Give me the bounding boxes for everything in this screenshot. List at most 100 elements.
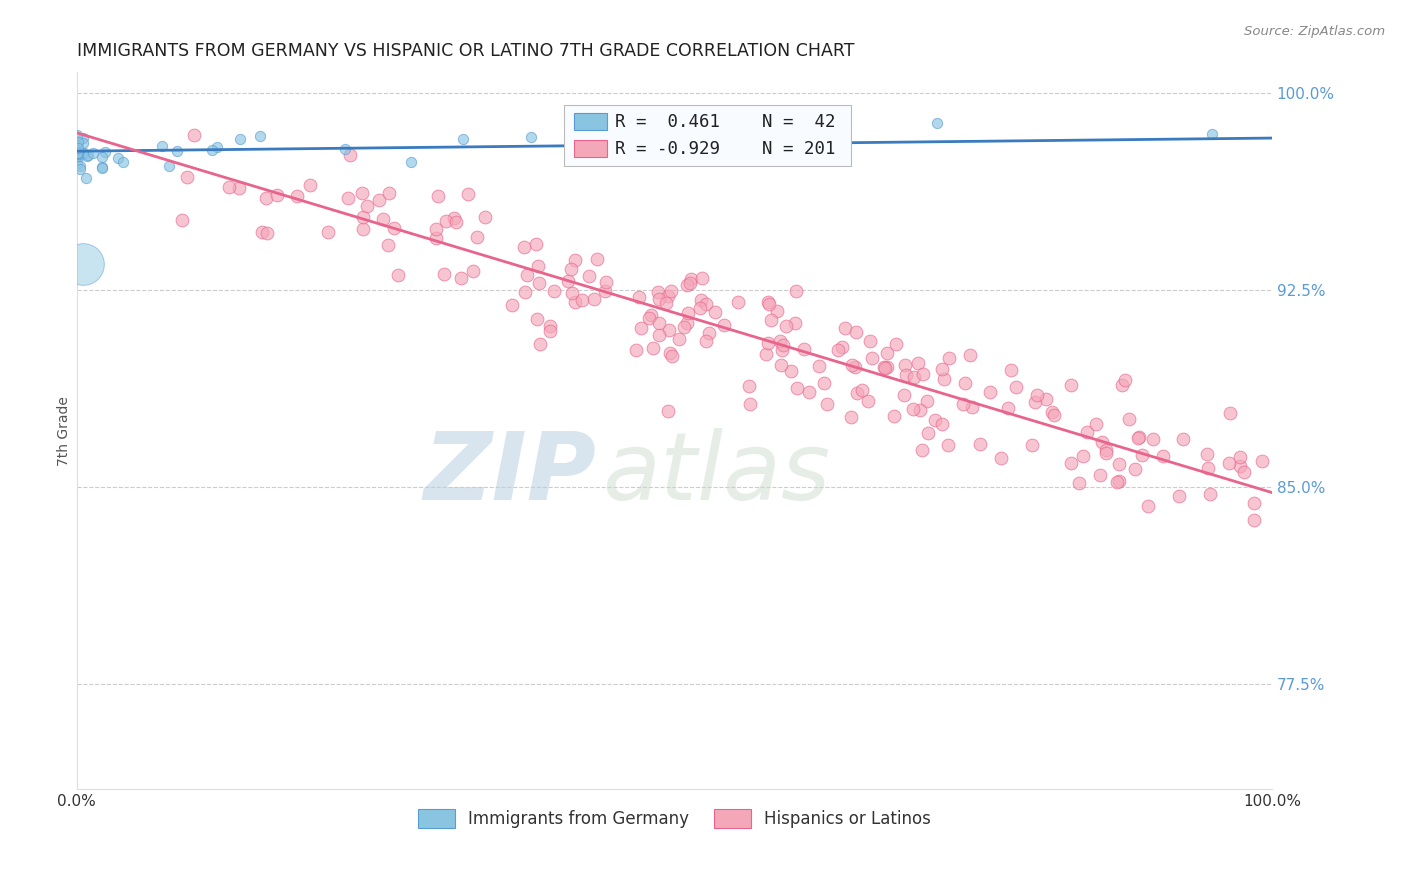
Point <box>690 270 713 285</box>
Point <box>755 347 778 361</box>
Point <box>738 378 761 392</box>
Point <box>659 284 682 298</box>
Point <box>770 343 793 357</box>
Point <box>676 316 699 330</box>
Point <box>873 361 896 376</box>
Point <box>73 146 96 161</box>
Point <box>67 146 90 161</box>
Point <box>378 186 401 201</box>
Point <box>1040 405 1063 419</box>
Point <box>527 259 550 273</box>
Point <box>560 262 582 277</box>
Point <box>595 275 617 289</box>
Point <box>1105 475 1128 490</box>
Point <box>1084 417 1107 431</box>
Point <box>70 146 93 161</box>
Text: IMMIGRANTS FROM GERMANY VS HISPANIC OR LATINO 7TH GRADE CORRELATION CHART: IMMIGRANTS FROM GERMANY VS HISPANIC OR L… <box>77 42 855 60</box>
Point <box>318 225 340 239</box>
Point <box>526 311 548 326</box>
Point <box>1218 456 1240 470</box>
Point <box>66 138 89 153</box>
Point <box>780 364 803 378</box>
Legend: Immigrants from Germany, Hispanics or Latinos: Immigrants from Germany, Hispanics or La… <box>411 802 938 835</box>
Point <box>630 321 652 335</box>
Point <box>1025 388 1047 402</box>
Point <box>1095 446 1118 460</box>
Point <box>952 397 974 411</box>
Point <box>813 376 835 390</box>
Point <box>713 318 735 332</box>
Point <box>1197 447 1219 461</box>
Point <box>1076 425 1098 439</box>
Text: Source: ZipAtlas.com: Source: ZipAtlas.com <box>1244 25 1385 38</box>
Point <box>1219 406 1241 420</box>
Point <box>1126 431 1149 445</box>
Point <box>91 160 114 174</box>
Point <box>1128 430 1150 444</box>
Point <box>1024 394 1046 409</box>
Point <box>679 272 702 286</box>
Point <box>997 401 1019 415</box>
Point <box>333 142 356 156</box>
Point <box>1152 449 1174 463</box>
Point <box>770 358 793 372</box>
Bar <box>564 104 851 166</box>
Point <box>585 252 607 266</box>
Point <box>648 292 671 306</box>
Point <box>578 268 600 283</box>
Point <box>893 358 915 372</box>
Text: R =  0.461    N =  42: R = 0.461 N = 42 <box>614 112 835 131</box>
Point <box>1243 513 1265 527</box>
Point <box>91 161 114 175</box>
Point <box>1043 408 1066 422</box>
Bar <box>574 113 607 130</box>
Point <box>72 257 94 271</box>
Point <box>75 171 97 186</box>
Point <box>924 413 946 427</box>
Point <box>254 191 277 205</box>
Point <box>557 274 579 288</box>
Point <box>727 294 749 309</box>
Point <box>461 264 484 278</box>
Point <box>595 284 617 298</box>
Point <box>641 341 664 355</box>
Point <box>844 360 866 375</box>
Point <box>831 340 853 354</box>
Point <box>69 159 91 173</box>
Text: R = -0.929    N = 201: R = -0.929 N = 201 <box>614 139 835 158</box>
Point <box>69 162 91 177</box>
Point <box>501 297 523 311</box>
Point <box>797 385 820 400</box>
Point <box>66 145 89 160</box>
Point <box>851 383 873 397</box>
Point <box>689 301 711 316</box>
Point <box>873 360 896 375</box>
Point <box>839 409 862 424</box>
Point <box>543 284 565 298</box>
Point <box>166 144 188 158</box>
Point <box>1067 476 1090 491</box>
Y-axis label: 7th Grade: 7th Grade <box>58 396 72 466</box>
Point <box>648 316 671 330</box>
Point <box>876 346 898 360</box>
Point <box>845 325 868 339</box>
Point <box>775 318 797 333</box>
Point <box>67 147 90 161</box>
Point <box>723 138 745 153</box>
Point <box>756 336 779 351</box>
Point <box>793 342 815 356</box>
Point <box>637 311 659 326</box>
Point <box>658 345 681 359</box>
Point <box>1035 392 1057 407</box>
Point <box>66 128 89 143</box>
Point <box>1118 411 1140 425</box>
Point <box>1142 432 1164 446</box>
Point <box>401 155 423 169</box>
Point <box>931 417 953 431</box>
Point <box>785 285 807 299</box>
Point <box>582 292 605 306</box>
Point <box>860 351 883 365</box>
Point <box>77 148 100 162</box>
Point <box>640 309 662 323</box>
Point <box>377 237 399 252</box>
